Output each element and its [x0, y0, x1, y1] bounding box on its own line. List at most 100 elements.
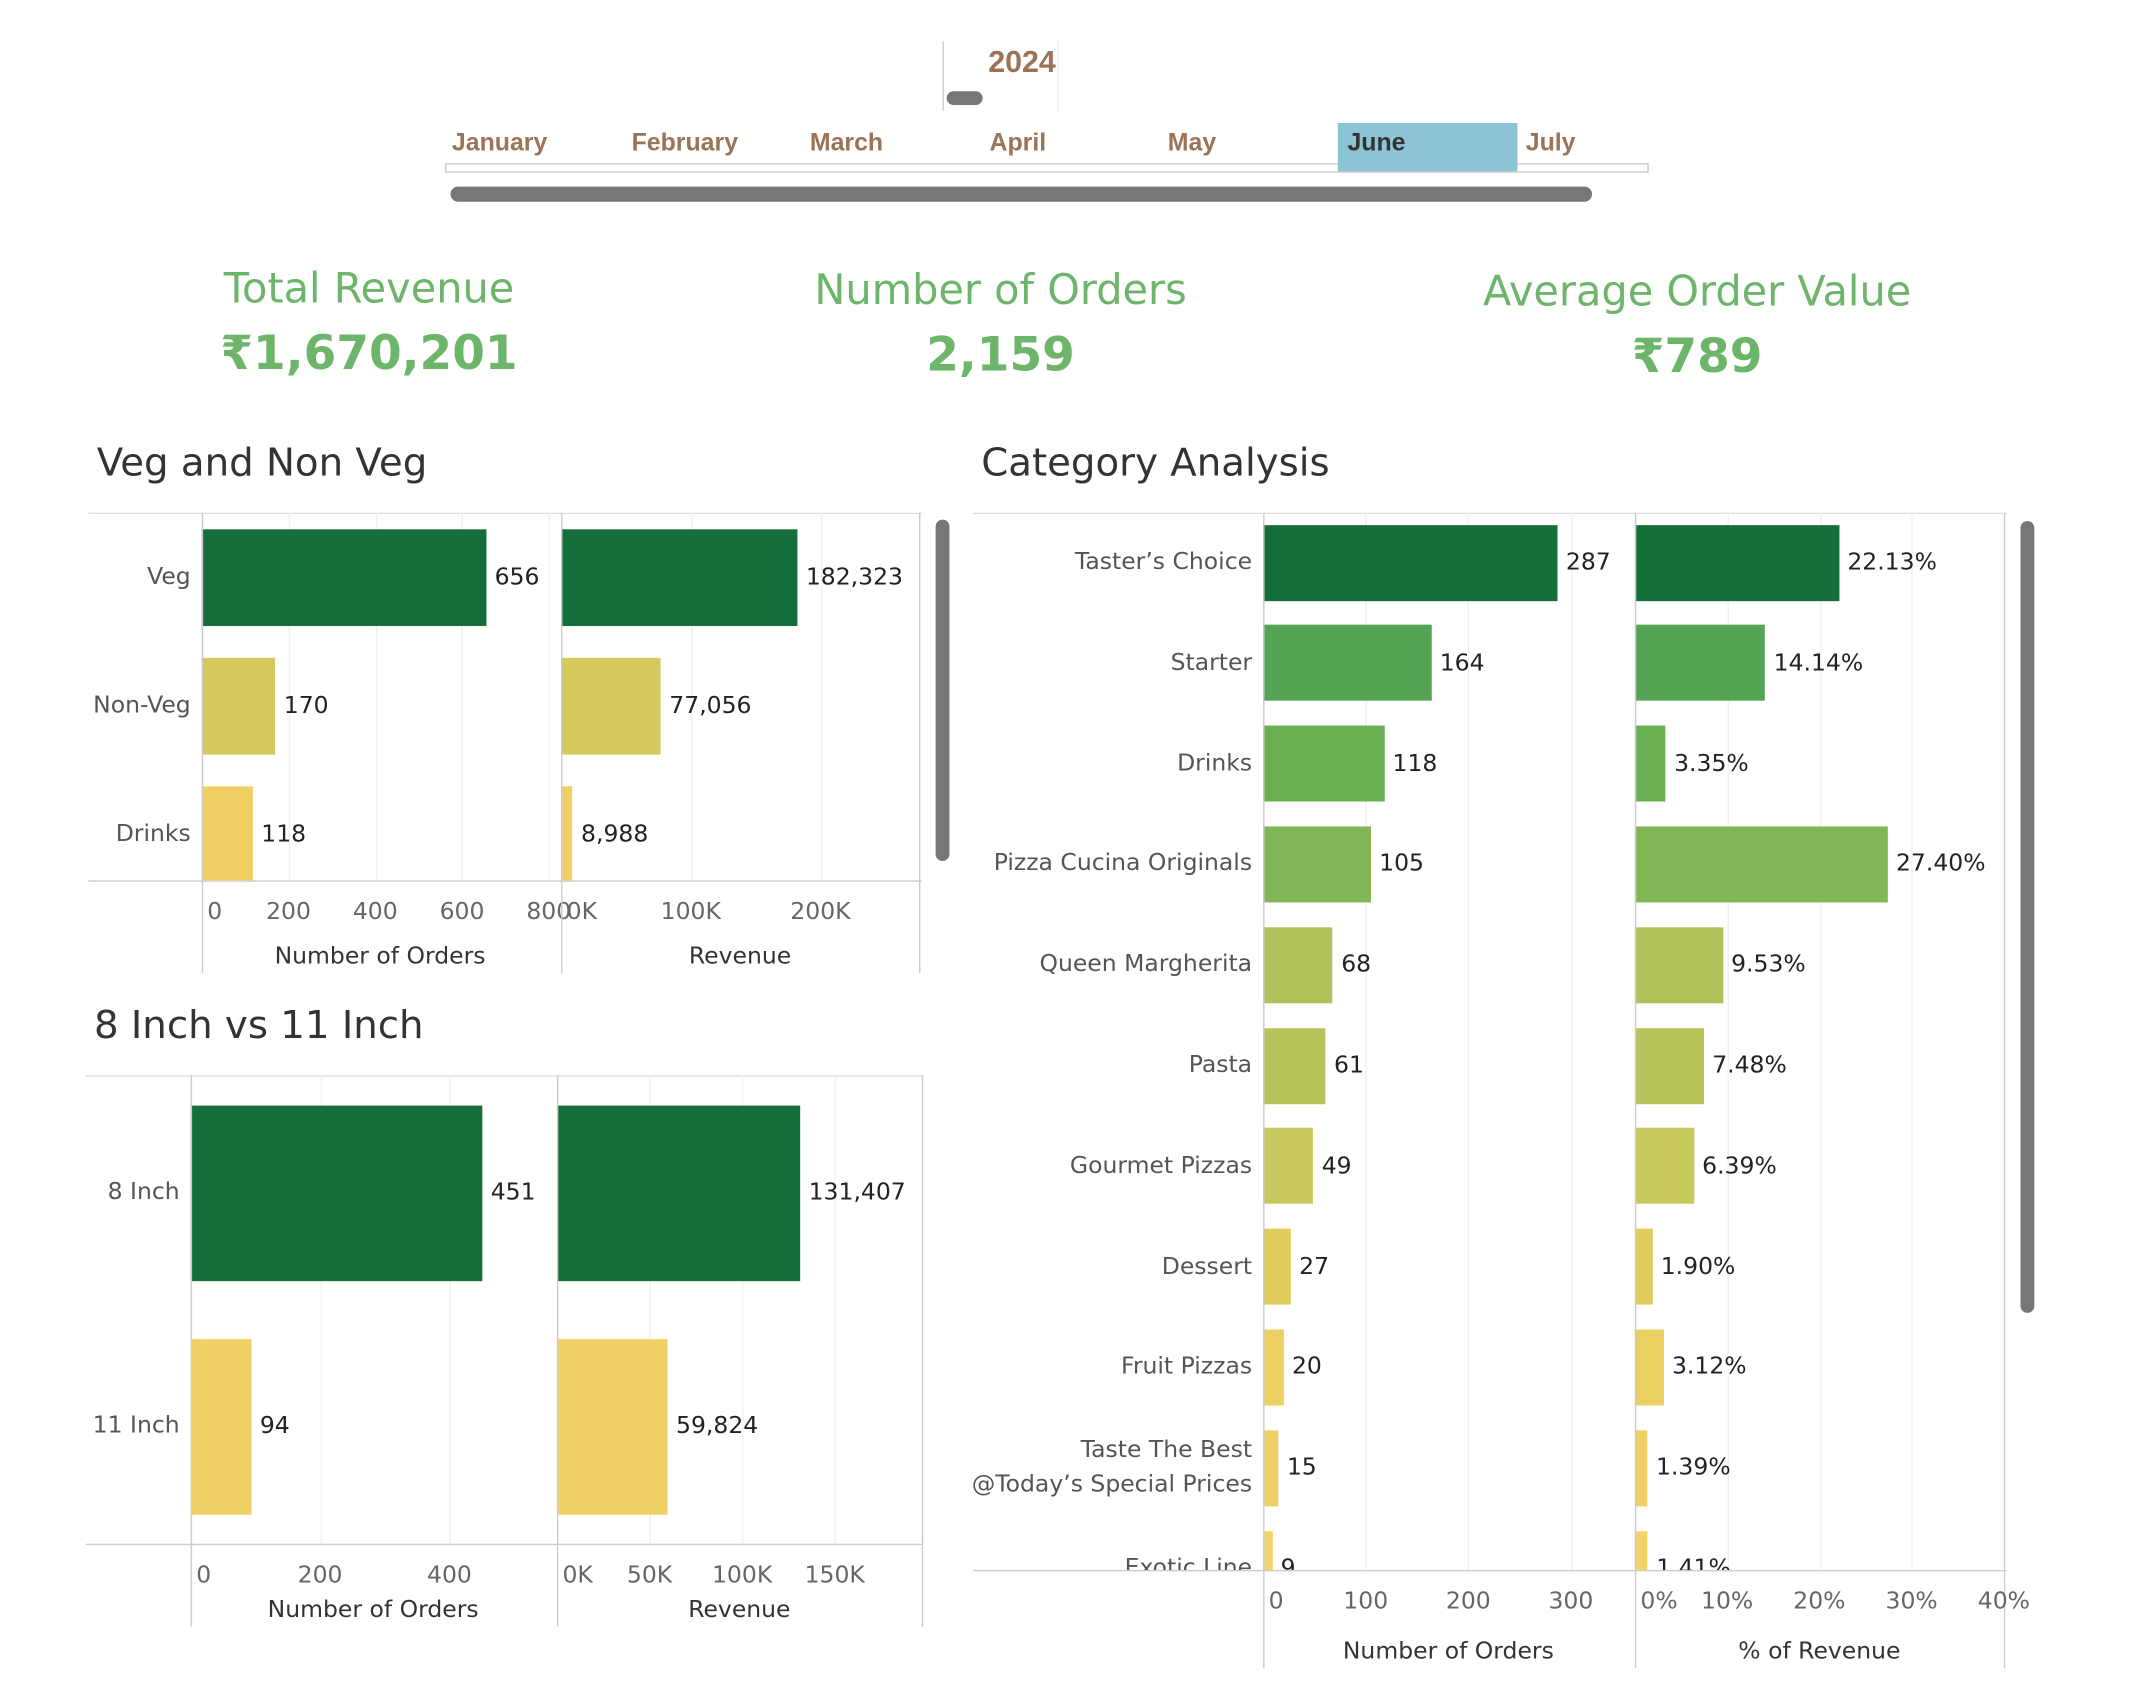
- data-label: 6.39%: [1702, 1152, 1777, 1180]
- bar: [1634, 1228, 1653, 1305]
- year-handle[interactable]: [946, 91, 983, 106]
- panel-divider: [561, 512, 563, 973]
- data-label: 68: [1341, 951, 1372, 979]
- data-label: 59,824: [676, 1412, 759, 1441]
- bar: [1263, 926, 1333, 1003]
- bar: [1634, 725, 1666, 802]
- panel-divider: [1263, 512, 1265, 1669]
- kpi-value: ₹789: [1631, 328, 1763, 385]
- x-tick-label: 200K: [790, 898, 851, 926]
- grid-line: [1819, 512, 1821, 1570]
- x-tick-label: 200: [1445, 1587, 1491, 1616]
- x-tick-label: 800: [526, 898, 572, 926]
- category-label: Queen Margherita: [1039, 950, 1253, 979]
- data-label: 77,056: [669, 692, 752, 721]
- category-label: Dessert: [1161, 1252, 1253, 1281]
- frame-top: [85, 1075, 924, 1077]
- data-label: 118: [261, 820, 307, 849]
- month-scrollbar[interactable]: [450, 186, 1593, 202]
- scrollbar[interactable]: [935, 519, 950, 861]
- month-selected[interactable]: [1337, 122, 1518, 172]
- axis-line: [88, 880, 922, 882]
- bar: [1263, 1429, 1279, 1506]
- chart-title: Veg and Non Veg: [96, 439, 428, 486]
- category-label: Non-Veg: [93, 691, 191, 720]
- x-tick-label: 0: [1268, 1587, 1284, 1616]
- month[interactable]: January: [451, 128, 548, 157]
- x-tick-label: 150K: [804, 1561, 865, 1590]
- month[interactable]: May: [1167, 128, 1217, 157]
- frame-top: [972, 512, 2007, 515]
- bar: [561, 657, 662, 755]
- grid-line: [375, 512, 377, 881]
- grid-line: [1468, 512, 1470, 1570]
- axis-line: [85, 1543, 924, 1546]
- bar: [556, 1338, 668, 1514]
- data-label: 7.48%: [1712, 1051, 1787, 1080]
- panel-divider: [919, 512, 921, 973]
- x-tick-label: 100K: [660, 898, 721, 926]
- category-label: Drinks: [115, 820, 191, 849]
- category-label: Gourmet Pizzas: [1069, 1151, 1253, 1180]
- axis-title: % of Revenue: [1738, 1637, 1901, 1666]
- x-tick-label: 100: [1343, 1587, 1389, 1616]
- x-tick-label: 400: [427, 1561, 472, 1590]
- bar: [201, 657, 276, 755]
- kpi-title: Number of Orders: [814, 266, 1187, 316]
- x-tick-label: 600: [439, 898, 485, 926]
- grid-line: [649, 1075, 651, 1544]
- year-label: 2024: [988, 44, 1056, 79]
- grid-line: [449, 1075, 451, 1544]
- bar: [1634, 1429, 1648, 1506]
- panel-divider: [190, 1075, 193, 1627]
- year-slider[interactable]: [942, 41, 1059, 111]
- bar: [1263, 524, 1558, 601]
- panel-divider: [2003, 512, 2006, 1669]
- data-label: 61: [1334, 1051, 1364, 1080]
- axis-title: Revenue: [688, 1596, 791, 1624]
- month[interactable]: July: [1525, 128, 1576, 157]
- axis-title: Number of Orders: [267, 1596, 479, 1624]
- plot-area: Taster’s Choice Starter Drinks Pizza Cucina…: [0, 512, 2156, 1570]
- panel-divider: [556, 1075, 559, 1627]
- grid-line: [690, 512, 693, 881]
- month[interactable]: April: [989, 128, 1047, 157]
- data-label: 1.41%: [1656, 1554, 1731, 1570]
- category-label: 8 Inch: [107, 1178, 180, 1207]
- x-tick-label: 0K: [562, 1561, 593, 1590]
- x-tick-label: 20%: [1793, 1587, 1846, 1616]
- x-tick-label: 400: [352, 898, 398, 926]
- scrollbar[interactable]: [2020, 521, 2035, 1313]
- bar: [1263, 1530, 1273, 1570]
- data-label: 656: [494, 563, 540, 592]
- month[interactable]: March: [809, 128, 884, 157]
- grid-line: [320, 1075, 322, 1544]
- frame-top: [88, 512, 922, 515]
- grid-line: [1727, 512, 1729, 1570]
- data-label: 105: [1379, 850, 1424, 879]
- month[interactable]: June: [1347, 128, 1406, 157]
- axis-title: Number of Orders: [274, 942, 486, 971]
- category-label: Veg: [147, 563, 191, 592]
- axis-title: Number of Orders: [1342, 1637, 1554, 1666]
- grid-line: [834, 1075, 837, 1544]
- category-label: Taster’s Choice: [1074, 548, 1253, 576]
- bar: [1634, 625, 1766, 702]
- data-label: 3.35%: [1674, 749, 1749, 778]
- kpi-value: ₹1,670,201: [220, 326, 518, 382]
- bar: [1263, 1128, 1314, 1205]
- axis-line: [972, 1569, 2007, 1572]
- panel-divider: [921, 1075, 924, 1627]
- panel-divider: [1634, 512, 1637, 1669]
- grid-line: [1911, 512, 1914, 1570]
- data-label: 94: [259, 1412, 290, 1441]
- data-label: 9: [1280, 1554, 1296, 1570]
- category-label: Pasta: [1188, 1051, 1253, 1079]
- kpi-title: Total Revenue: [223, 265, 515, 314]
- month[interactable]: February: [631, 128, 739, 157]
- grid-line: [288, 512, 290, 881]
- data-label: 182,323: [805, 563, 903, 592]
- x-tick-label: 0%: [1640, 1587, 1678, 1616]
- panel-divider: [201, 512, 204, 973]
- bar: [1634, 826, 1888, 903]
